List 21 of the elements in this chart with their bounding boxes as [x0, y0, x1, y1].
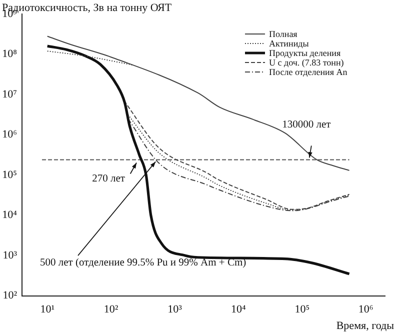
y-tick-label: 10⁷ — [2, 88, 18, 100]
y-tick-label: 10⁸ — [2, 48, 18, 60]
annotation: 130000 лет — [282, 120, 332, 131]
y-tick-label: 10³ — [2, 249, 18, 262]
legend-label: Продукты деления — [269, 48, 341, 58]
y-tick-label: 10⁶ — [2, 128, 18, 141]
y-tick-label: 10² — [2, 290, 18, 302]
legend-label: U с доч. (7.83 тонн) — [269, 58, 344, 68]
legend-label: После отделения An — [269, 67, 348, 77]
legend-label: Актиниды — [269, 38, 309, 48]
x-tick-label: 10⁴ — [231, 303, 246, 316]
x-tick-label: 10⁵ — [294, 303, 310, 316]
x-tick-label: 10¹ — [40, 303, 55, 316]
legend-label: Полная — [269, 29, 298, 39]
annotation: 270 лет — [92, 174, 126, 185]
x-tick-label: 10⁶ — [358, 303, 374, 316]
x-tick-label: 10² — [104, 303, 119, 316]
y-tick-label: 10⁴ — [2, 209, 18, 222]
x-axis-title: Время, годы — [336, 320, 395, 332]
x-tick-label: 10³ — [168, 303, 183, 316]
y-tick-label: 10⁵ — [2, 168, 18, 181]
